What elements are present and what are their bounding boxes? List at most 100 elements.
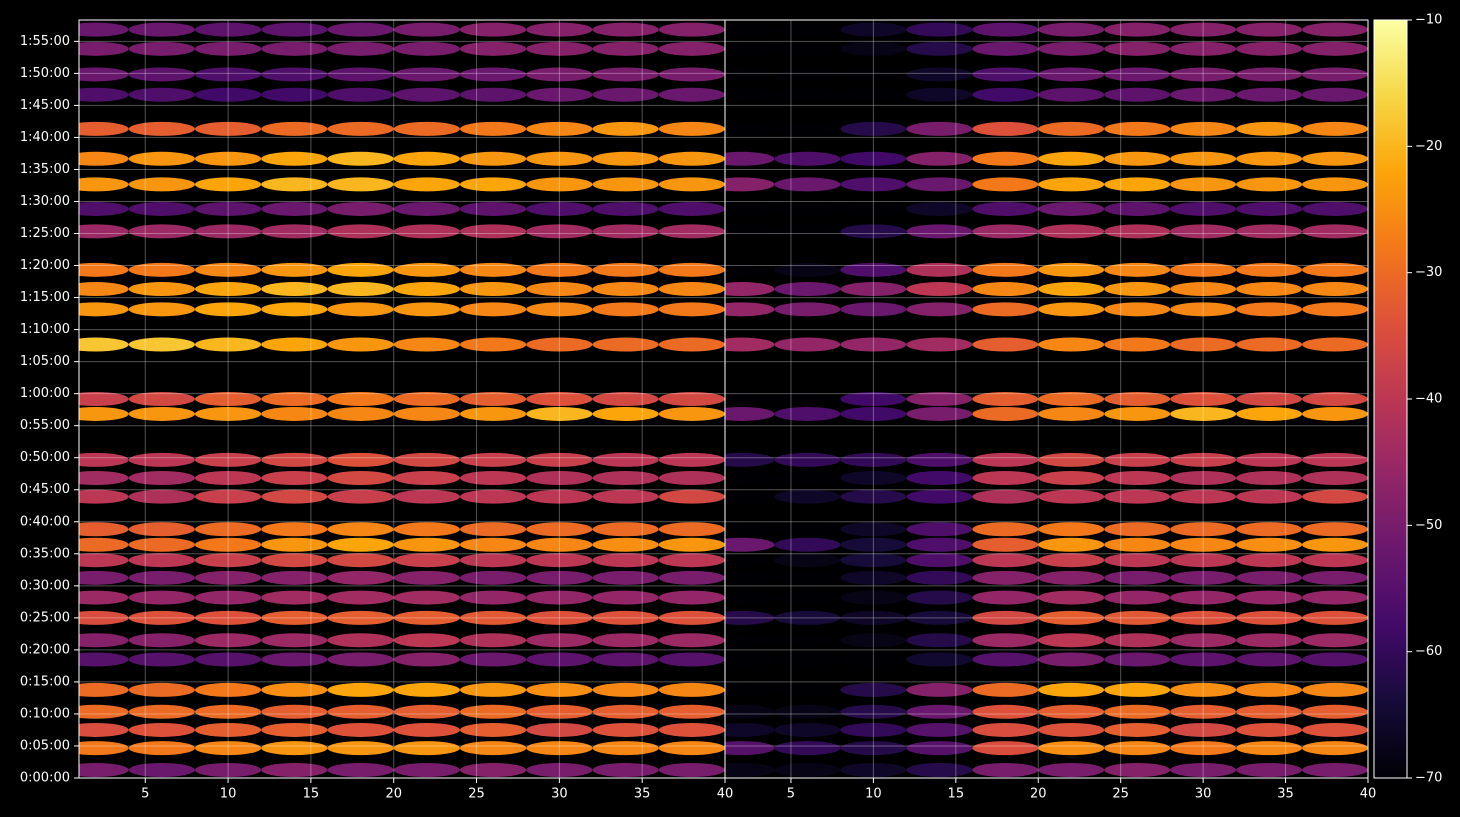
heatmap-cell bbox=[1104, 87, 1171, 102]
heatmap-cell bbox=[393, 406, 460, 421]
heatmap-cell bbox=[840, 741, 907, 756]
heatmap-cell bbox=[393, 537, 460, 552]
heatmap-cell bbox=[592, 67, 659, 82]
heatmap-cell bbox=[261, 590, 328, 605]
heatmap-cell bbox=[658, 67, 725, 82]
heatmap-cell bbox=[1170, 337, 1237, 352]
heatmap-cell bbox=[658, 452, 725, 467]
heatmap-cell bbox=[774, 537, 841, 552]
heatmap-cell bbox=[840, 392, 907, 406]
heatmap-cell bbox=[906, 570, 973, 585]
heatmap-cell bbox=[592, 522, 659, 537]
heatmap-cell bbox=[128, 741, 195, 756]
heatmap-cell bbox=[526, 337, 593, 352]
heatmap-cells bbox=[725, 22, 1368, 777]
heatmap-cell bbox=[658, 392, 725, 406]
heatmap-cell bbox=[658, 471, 725, 486]
heatmap-cell bbox=[840, 682, 907, 697]
heatmap-cell bbox=[194, 489, 262, 504]
heatmap-cell bbox=[327, 570, 394, 585]
heatmap-cell bbox=[592, 406, 659, 421]
heatmap-cell bbox=[906, 224, 973, 239]
heatmap-cell bbox=[658, 224, 725, 239]
heatmap-cell bbox=[725, 489, 775, 504]
heatmap-cell bbox=[393, 262, 460, 277]
y-tick-label: 1:15:00 bbox=[20, 290, 70, 305]
heatmap-cell bbox=[261, 177, 328, 192]
heatmap-cell bbox=[972, 87, 1039, 102]
heatmap-cell bbox=[1170, 553, 1237, 568]
heatmap-cell bbox=[1038, 67, 1105, 82]
heatmap-cell bbox=[658, 633, 725, 648]
heatmap-cell bbox=[592, 201, 659, 216]
heatmap-cell bbox=[1104, 392, 1171, 406]
colorbar bbox=[1373, 19, 1408, 779]
heatmap-cell bbox=[327, 553, 394, 568]
heatmap-cell bbox=[128, 704, 195, 719]
heatmap-cell bbox=[906, 553, 973, 568]
heatmap-cell bbox=[526, 553, 593, 568]
heatmap-cell bbox=[1104, 282, 1171, 297]
heatmap-cell bbox=[393, 762, 460, 777]
heatmap-cell bbox=[459, 121, 527, 136]
heatmap-cell bbox=[1236, 722, 1303, 737]
heatmap-cell bbox=[79, 590, 129, 605]
heatmap-cell bbox=[1170, 87, 1237, 102]
heatmap-cell bbox=[725, 633, 775, 648]
heatmap-cell bbox=[128, 151, 195, 166]
heatmap-cell bbox=[906, 610, 973, 625]
heatmap-cell bbox=[972, 633, 1039, 648]
heatmap-cell bbox=[906, 682, 973, 697]
heatmap-cell bbox=[327, 121, 394, 136]
heatmap-cell bbox=[1038, 741, 1105, 756]
heatmap-cell bbox=[327, 452, 394, 467]
heatmap-cell bbox=[725, 704, 775, 719]
heatmap-cell bbox=[393, 282, 460, 297]
x-tick-label: 25 bbox=[1112, 787, 1129, 802]
heatmap-cell bbox=[906, 22, 973, 37]
heatmap-cell bbox=[128, 722, 195, 737]
heatmap-cell bbox=[79, 553, 129, 568]
heatmap-cell bbox=[774, 762, 841, 777]
heatmap-cell bbox=[79, 67, 129, 82]
heatmap-cell bbox=[327, 151, 394, 166]
heatmap-cell bbox=[1236, 337, 1303, 352]
heatmap-cell bbox=[1038, 282, 1105, 297]
heatmap-cell bbox=[592, 262, 659, 277]
heatmap-cell bbox=[1104, 489, 1171, 504]
heatmap-cell bbox=[459, 67, 527, 82]
heatmap-cell bbox=[1236, 262, 1303, 277]
heatmap-cell bbox=[592, 121, 659, 136]
heatmap-cell bbox=[906, 177, 973, 192]
heatmap-cell bbox=[774, 224, 841, 239]
heatmap-cell bbox=[1038, 610, 1105, 625]
heatmap-cell bbox=[1302, 282, 1368, 297]
heatmap-cell bbox=[128, 762, 195, 777]
heatmap-cell bbox=[194, 762, 262, 777]
heatmap-cell bbox=[261, 489, 328, 504]
heatmap-cell bbox=[1038, 87, 1105, 102]
heatmap-cell bbox=[1170, 262, 1237, 277]
heatmap-cell bbox=[79, 489, 129, 504]
heatmap-cell bbox=[725, 722, 775, 737]
heatmap-cell bbox=[526, 262, 593, 277]
heatmap-cell bbox=[261, 522, 328, 537]
heatmap-cell bbox=[906, 741, 973, 756]
heatmap-cell bbox=[1170, 406, 1237, 421]
heatmap-cell bbox=[592, 682, 659, 697]
heatmap-cell bbox=[592, 704, 659, 719]
heatmap-cell bbox=[972, 537, 1039, 552]
heatmap-cell bbox=[592, 177, 659, 192]
heatmap-cell bbox=[194, 67, 262, 82]
heatmap-cell bbox=[906, 302, 973, 317]
heatmap-cell bbox=[261, 224, 328, 239]
heatmap-cell bbox=[128, 553, 195, 568]
heatmap-cell bbox=[393, 570, 460, 585]
heatmap-cell bbox=[393, 471, 460, 486]
heatmap-cell bbox=[1302, 87, 1368, 102]
heatmap-cell bbox=[1170, 633, 1237, 648]
heatmap-cell bbox=[327, 522, 394, 537]
heatmap-cell bbox=[1104, 201, 1171, 216]
heatmap-cell bbox=[658, 337, 725, 352]
